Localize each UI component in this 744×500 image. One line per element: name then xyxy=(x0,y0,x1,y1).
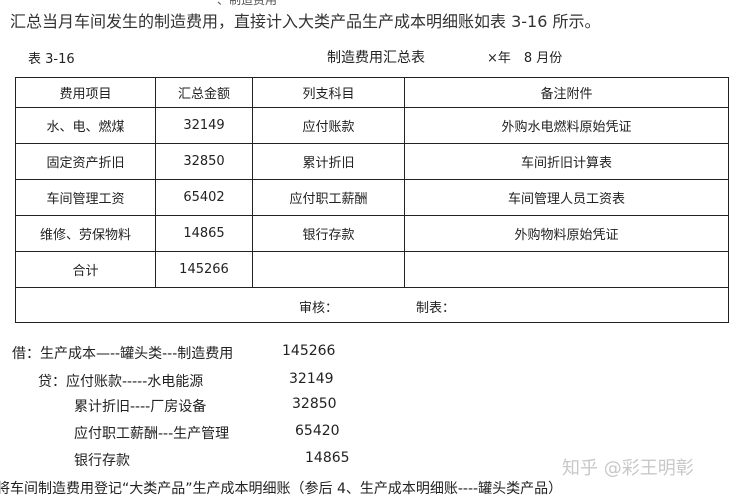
header-cell: 列支科目 xyxy=(252,77,405,108)
cell: 车间折旧计算表 xyxy=(404,143,729,180)
journal-amount: 145266 xyxy=(282,343,336,359)
cell: 14865 xyxy=(155,215,253,252)
cell: 水、电、燃煤 xyxy=(15,107,156,144)
journal-amount: 32850 xyxy=(292,396,337,412)
header-cell: 费用项目 xyxy=(15,77,156,108)
journal-amount: 65420 xyxy=(295,423,340,439)
header-cell: 备注附件 xyxy=(404,77,729,108)
cell: 车间管理工资 xyxy=(15,179,156,216)
journal-amount: 32149 xyxy=(289,371,334,387)
cell: 累计折旧 xyxy=(252,143,405,180)
bottom-note: 将车间制造费用登记“大类产品”生产成本明细账（参后 4、生产成本明细账----罐… xyxy=(0,481,563,497)
cell: 维修、劳保物料 xyxy=(15,215,156,252)
table-number: 表 3-16 xyxy=(28,52,75,67)
cell: 外购水电燃料原始凭证 xyxy=(404,107,729,144)
journal-credit: 贷：应付账款-----水电能源 xyxy=(38,374,204,390)
review-label: 审核： xyxy=(299,301,339,316)
journal-debit: 借：生产成本—--罐头类---制造费用 xyxy=(12,346,234,362)
table-row: 固定资产折旧 32850 累计折旧 车间折旧计算表 xyxy=(15,143,729,180)
cell: 银行存款 xyxy=(252,215,405,252)
journal-credit: 银行存款 xyxy=(74,453,130,469)
cell: 固定资产折旧 xyxy=(15,143,156,180)
cell: 应付职工薪酬 xyxy=(252,179,405,216)
table-date: ×年 8 月份 xyxy=(487,51,563,66)
expense-summary-table: 费用项目 汇总金额 列支科目 备注附件 水、电、燃煤 32149 应付账款 外购水电燃… xyxy=(15,77,729,323)
cell: 145266 xyxy=(155,251,253,288)
cell: 32850 xyxy=(155,143,253,180)
signature-row: 审核： 制表： xyxy=(15,287,729,323)
journal-amount: 14865 xyxy=(305,450,350,466)
header-cell: 汇总金额 xyxy=(155,77,253,108)
table-row: 水、电、燃煤 32149 应付账款 外购水电燃料原始凭证 xyxy=(15,107,729,144)
cut-off-heading: 一、制造费用 xyxy=(205,0,278,7)
table-title: 制造费用汇总表 xyxy=(327,50,425,66)
cell: 65402 xyxy=(155,179,253,216)
journal-credit: 累计折旧----厂房设备 xyxy=(74,399,207,415)
intro-text: 汇总当月车间发生的制造费用，直接计入大类产品生产成本明细账如表 3-16 所示。 xyxy=(10,12,601,31)
cell: 外购物料原始凭证 xyxy=(404,215,729,252)
table-row: 维修、劳保物料 14865 银行存款 外购物料原始凭证 xyxy=(15,215,729,252)
table-row: 车间管理工资 65402 应付职工薪酬 车间管理人员工资表 xyxy=(15,179,729,216)
cell: 32149 xyxy=(155,107,253,144)
cell: 车间管理人员工资表 xyxy=(404,179,729,216)
watermark: 知乎 @彩王明彰 xyxy=(562,458,694,479)
cell: 应付账款 xyxy=(252,107,405,144)
cell xyxy=(404,251,729,288)
journal-credit: 应付职工薪酬---生产管理 xyxy=(74,426,230,442)
total-row: 合计 145266 xyxy=(15,251,729,288)
cell xyxy=(252,251,405,288)
table-header-row: 费用项目 汇总金额 列支科目 备注附件 xyxy=(15,77,729,108)
prepared-label: 制表： xyxy=(416,301,456,316)
cell: 合计 xyxy=(15,251,156,288)
